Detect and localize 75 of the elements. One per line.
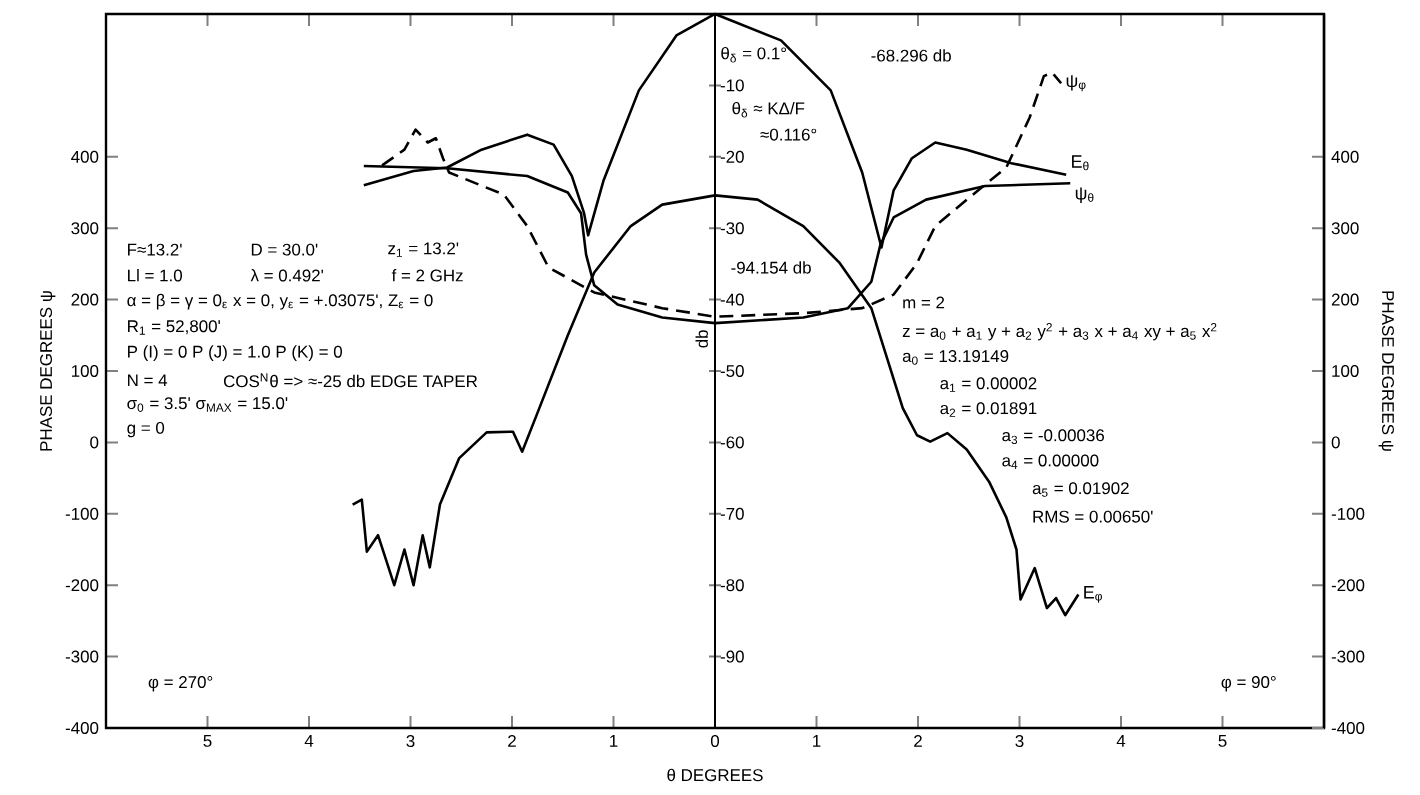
- annotation: ≈0.116°: [760, 128, 817, 141]
- y-tick-label: 100: [71, 365, 99, 377]
- annotation: f = 2 GHz: [391, 269, 463, 282]
- annotation: R$_{1}$ = 52,800': [128, 320, 220, 335]
- annotation: m = 2: [903, 296, 945, 309]
- annotation: φ = 90°: [1221, 676, 1276, 692]
- y3-tick-label: -70: [720, 507, 744, 520]
- annotation: a$_{3}$ = -0.00036: [1002, 429, 1105, 445]
- annotation: a$_{1}$ = 0.00002: [940, 377, 1037, 392]
- x-tick-label: 3: [1015, 735, 1024, 748]
- annotation: a$_{2}$ = 0.01891: [940, 402, 1037, 417]
- y2-axis-title: PHASE DEGREES ψ: [1378, 291, 1394, 451]
- annotation: RMS = 0.00650': [1033, 510, 1153, 523]
- y2-tick-label: 400: [1331, 150, 1359, 163]
- y3-tick-label: -50: [720, 365, 744, 377]
- annotation: D = 30.0': [251, 243, 318, 256]
- y-tick-label: 200: [71, 293, 99, 306]
- x-tick-label: 0: [710, 735, 720, 748]
- y3-tick-label: -60: [720, 436, 744, 449]
- x-tick-label: 5: [203, 735, 212, 747]
- annotation: -94.154 db: [731, 261, 811, 274]
- y3-tick-label: -20: [720, 150, 744, 163]
- annotation: σ$_{0}$ = 3.5' σ$_{MAX}$ = 15.0': [127, 397, 288, 412]
- y2-tick-label: 100: [1332, 365, 1359, 377]
- annotation: P (I) = 0 P (J) = 1.0 P (K) = 0: [128, 345, 342, 362]
- x-tick-label: 3: [406, 735, 415, 748]
- y-tick-label: -300: [65, 650, 99, 663]
- y3-tick-label: -30: [720, 222, 744, 235]
- series-label: ψ$_{φ}$: [1066, 75, 1086, 92]
- x-tick-label: 2: [914, 735, 922, 747]
- x-tick-label: 1: [610, 735, 618, 747]
- annotation: Ll = 1.0: [128, 269, 183, 282]
- annotation: a$_{5}$ = 0.01902: [1032, 482, 1129, 497]
- annotation: θ$_{δ}$ = 0.1°: [721, 46, 787, 63]
- y3-tick-label: -40: [720, 293, 744, 306]
- x-tick-label: 5: [1218, 735, 1227, 747]
- annotation: N = 4: [128, 374, 168, 387]
- x-tick-label: 1: [813, 735, 821, 747]
- y2-tick-label: 0: [1331, 436, 1340, 449]
- annotation: z$_{1}$ = 13.2': [388, 242, 459, 257]
- y-tick-label: 0: [90, 436, 99, 449]
- annotation: COS$^{N}$θ => ≈-25 db EDGE TAPER: [223, 373, 478, 388]
- annotation: -68.296 db: [871, 49, 951, 62]
- y-axis-title: PHASE DEGREES ψ: [40, 291, 56, 451]
- annotation: a$_{0}$ = 13.19149: [902, 350, 1009, 365]
- series-label: E$_{θ}$: [1072, 155, 1089, 171]
- x-tick-label: 4: [1116, 735, 1126, 747]
- x-axis-title: θ DEGREES: [667, 768, 763, 782]
- y2-tick-label: 300: [1331, 222, 1359, 235]
- y-tick-label: -100: [65, 507, 99, 520]
- annotation: a$_{4}$ = 0.00000: [1002, 454, 1099, 469]
- annotation: θ$_{δ}$ ≈ KΔ/F: [732, 101, 805, 118]
- y-tick-label: 300: [71, 222, 99, 235]
- y-tick-label: -400: [65, 722, 99, 734]
- y-tick-label: 400: [71, 150, 99, 163]
- series-label: ψ$_{θ}$: [1075, 187, 1094, 204]
- series-label: E$_{φ}$: [1084, 586, 1102, 603]
- annotation: φ = 270°: [148, 676, 213, 692]
- y3-tick-label: -80: [720, 579, 744, 592]
- x-tick-label: 2: [508, 735, 516, 747]
- annotation: α = β = γ = 0$_{ε}$ x = 0, y$_{ε}$ = +.03075', Z$_{ε}$ = 0: [127, 293, 433, 310]
- y2-tick-label: -100: [1331, 507, 1365, 520]
- annotation: F≈13.2': [128, 243, 182, 256]
- y3-tick-label: -10: [720, 79, 744, 92]
- x-tick-label: 4: [304, 735, 314, 747]
- y2-tick-label: -200: [1331, 579, 1365, 592]
- y-tick-label: -200: [65, 579, 99, 592]
- y2-tick-label: 200: [1331, 293, 1359, 306]
- y2-tick-label: -400: [1331, 722, 1365, 734]
- text: z = a$_{0}$ + a$_{1}$ y + a$_{2}$ y$^{2}$ + a$_{3}$ x + a$_{4}$ xy + a$_{5}$ x$^{2}$: [902, 323, 1217, 341]
- annotation: λ = 0.492': [250, 269, 323, 282]
- y3-axis-title: db: [695, 330, 708, 348]
- y2-tick-label: -300: [1331, 650, 1365, 663]
- annotation: g = 0: [127, 421, 165, 438]
- y3-tick-label: -90: [720, 650, 744, 663]
